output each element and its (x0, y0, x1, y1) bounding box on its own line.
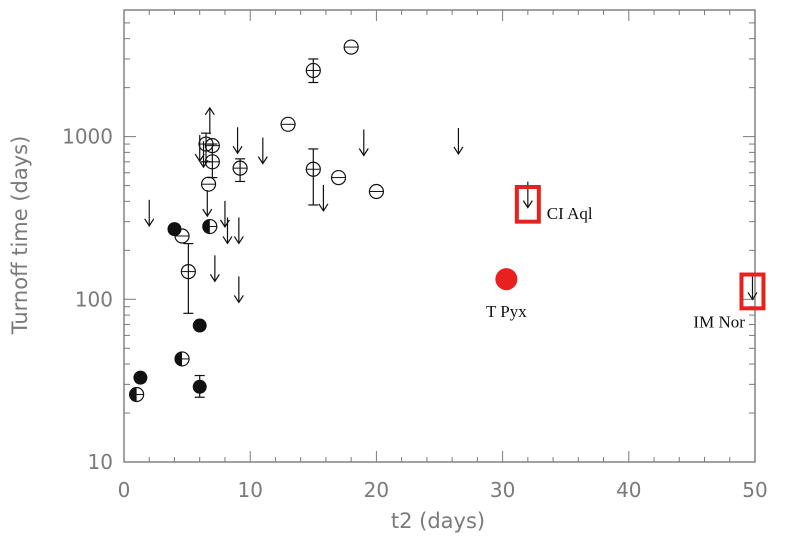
arrow-head (202, 208, 213, 218)
x-tick-label: 10 (237, 478, 262, 502)
y-tick-label: 100 (75, 287, 113, 311)
highlight-box (739, 272, 766, 311)
x-tick-label: 30 (490, 478, 515, 502)
filled-circle-point (167, 222, 182, 237)
annotation-label: IM Nor (693, 313, 745, 332)
x-axis-title: t2 (days) (391, 509, 485, 533)
arrow-head (522, 200, 533, 209)
arrow-head (318, 203, 329, 213)
arrow-head (144, 218, 155, 227)
y-tick-label: 1000 (62, 125, 113, 149)
annotation-label: CI Aql (547, 204, 593, 223)
filled-circle-point (192, 379, 207, 394)
data-marks (129, 39, 766, 403)
x-tick-label: 50 (742, 478, 767, 502)
arrow-head (204, 106, 215, 116)
highlight-box (514, 185, 541, 224)
filled-circle-point (133, 370, 148, 385)
arrow-head (257, 156, 268, 165)
arrow-head (233, 236, 244, 245)
arrow-head (358, 148, 369, 157)
annotations: CI Aql T Pyx IM Nor (486, 204, 745, 332)
arrow-head (233, 295, 244, 304)
arrow-head (747, 292, 758, 301)
x-tick-label: 20 (364, 478, 389, 502)
x-tick-label: 0 (118, 478, 131, 502)
x-tick-label: 40 (616, 478, 641, 502)
arrow-head (232, 145, 243, 155)
arrow-head (453, 146, 464, 156)
filled-circle-point (192, 318, 207, 333)
plot-border (123, 9, 756, 463)
highlight-point (495, 268, 518, 291)
plot-frame (123, 9, 756, 463)
arrow-head (209, 274, 220, 283)
arrow-head (198, 159, 209, 169)
y-axis-title: Turnoff time (days) (8, 136, 32, 336)
annotation-label: T Pyx (486, 302, 527, 321)
y-tick-label: 10 (88, 450, 113, 474)
arrow-head (222, 236, 233, 245)
